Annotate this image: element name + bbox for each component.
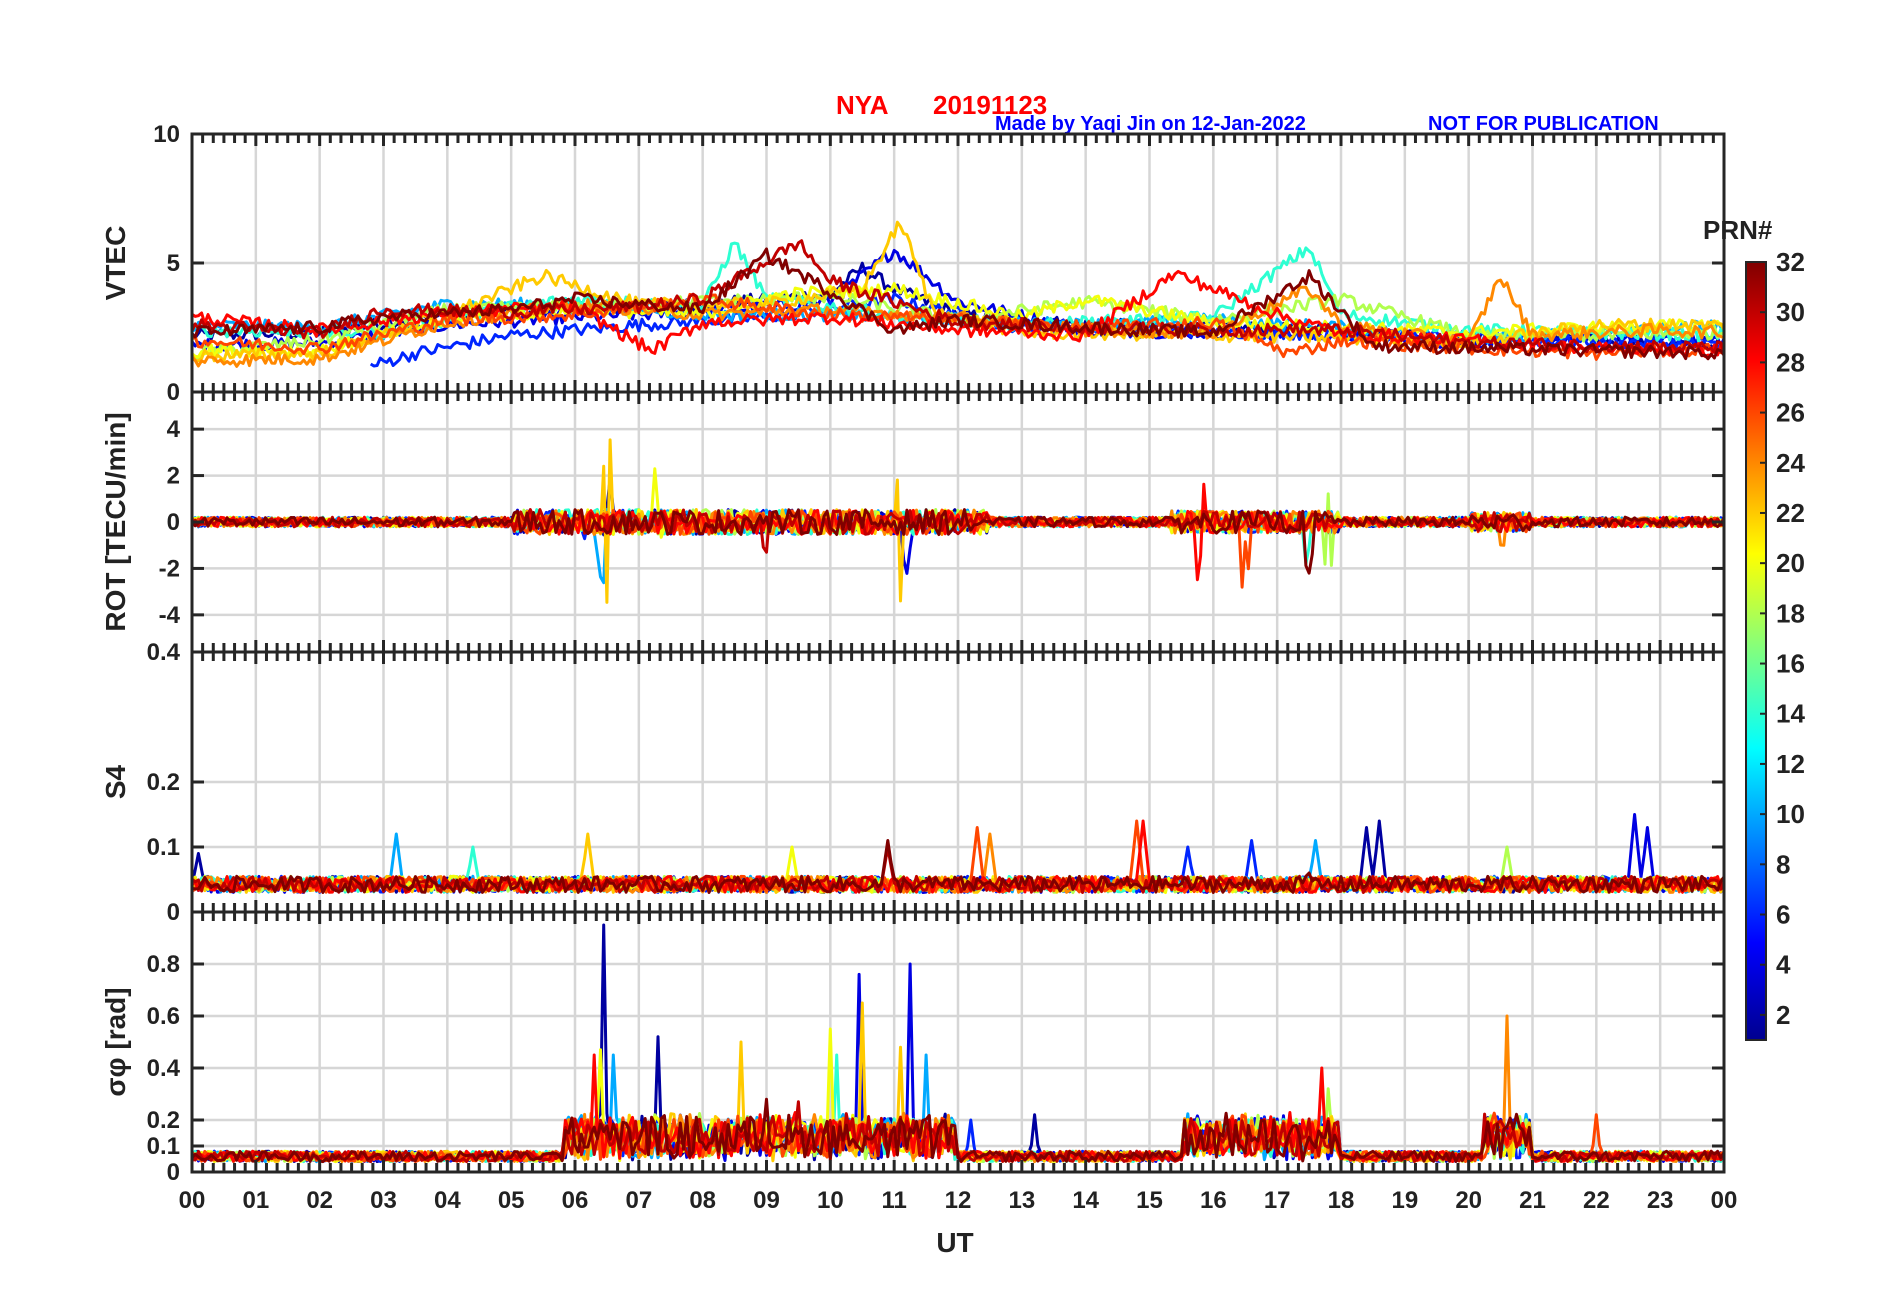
x-tick-label: 16 [1200, 1187, 1227, 1214]
x-tick-label: 09 [753, 1187, 780, 1214]
x-tick-label: 20 [1455, 1187, 1482, 1214]
x-tick-label: 21 [1519, 1187, 1546, 1214]
cb-tick-label: 18 [1776, 598, 1805, 628]
cb-tick-label: 4 [1776, 950, 1791, 980]
x-tick-label: 12 [945, 1187, 972, 1214]
x-tick-label: 17 [1264, 1187, 1291, 1214]
x-tick-label: 10 [817, 1187, 844, 1214]
x-tick-label: 19 [1391, 1187, 1418, 1214]
x-tick-label: 03 [370, 1187, 397, 1214]
credit-text: Made by Yaqi Jin on 12-Jan-2022 [995, 113, 1306, 135]
y-tick-label: 0 [167, 899, 180, 926]
series-group [192, 438, 1724, 604]
series-group [192, 220, 1724, 368]
panel-rot: -4 -2 0 2 4 ROT [TECU/min] [100, 390, 1726, 654]
y-tick-label: 0 [167, 1159, 180, 1186]
cb-tick-label: 32 [1776, 247, 1805, 277]
y-tick-label: 0.1 [147, 834, 180, 861]
y-tick-label: 2 [167, 463, 180, 490]
y-tick-label: -4 [159, 602, 181, 629]
x-tick-label: 15 [1136, 1187, 1163, 1214]
cb-tick-label: 26 [1776, 398, 1805, 428]
series-prn-32 [192, 1097, 1724, 1164]
y-tick-label: 0.2 [147, 769, 180, 796]
cb-tick-label: 20 [1776, 548, 1805, 578]
x-axis-label: UT [936, 1227, 973, 1258]
x-tick-labels: 00 01 02 03 04 05 06 07 08 09 10 11 12 13 14 15 16 17 18 19… [179, 1187, 1738, 1214]
x-tick-label: 00 [1711, 1187, 1738, 1214]
y-tick-label: 0.2 [147, 1107, 180, 1134]
series-prn-32 [192, 508, 1724, 575]
cb-tick-label: 30 [1776, 297, 1805, 327]
cb-tick-label: 8 [1776, 849, 1790, 879]
y-tick-label: 5 [167, 250, 180, 277]
x-tick-label: 08 [689, 1187, 716, 1214]
cb-tick-label: 28 [1776, 347, 1805, 377]
colorbar-title: PRN# [1703, 215, 1773, 245]
y-tick-label: 0.4 [147, 1055, 181, 1082]
series-group [192, 813, 1724, 894]
y-tick-label: 0 [167, 379, 180, 406]
notice-text: NOT FOR PUBLICATION [1428, 113, 1659, 135]
x-tick-label: 14 [1072, 1187, 1099, 1214]
x-tick-label: 11 [881, 1187, 906, 1214]
panel-s4: 0 0.1 0.2 0.4 S4 [100, 639, 1726, 926]
cb-tick-label: 6 [1776, 900, 1790, 930]
y-tick-label: 0.6 [147, 1003, 180, 1030]
y-tick-label: 0.1 [147, 1133, 180, 1160]
series-group [192, 923, 1724, 1164]
x-tick-label: 01 [242, 1187, 269, 1214]
y-tick-label: 0.8 [147, 951, 180, 978]
y-tick-label: 0 [167, 509, 180, 536]
x-tick-label: 22 [1583, 1187, 1610, 1214]
panel-vtec: 0 5 10 VTEC [100, 121, 1726, 406]
station-title: NYA [836, 90, 889, 120]
cb-tick-label: 14 [1776, 699, 1805, 729]
series-prn-32 [192, 247, 1724, 361]
x-tick-label: 04 [434, 1187, 461, 1214]
y-axis-label-vtec: VTEC [100, 226, 131, 301]
x-tick-label: 05 [498, 1187, 525, 1214]
y-tick-label: 4 [167, 416, 181, 443]
y-axis-label-sigma: σφ [rad] [100, 987, 131, 1096]
y-tick-label: 0.4 [147, 639, 181, 666]
y-axis-label-s4: S4 [100, 764, 131, 799]
x-tick-label: 02 [306, 1187, 333, 1214]
x-tick-label: 18 [1328, 1187, 1355, 1214]
date-title: 20191123 [933, 90, 1047, 120]
cb-tick-label: 2 [1776, 1000, 1790, 1030]
y-tick-label: -2 [159, 555, 180, 582]
panel-sigma: 00.10.2 0.4 0.6 0.8 σφ [rad] [100, 910, 1726, 1186]
x-tick-label: 13 [1008, 1187, 1035, 1214]
cb-tick-label: 24 [1776, 448, 1805, 478]
y-axis-label-rot: ROT [TECU/min] [100, 412, 131, 631]
cb-tick-label: 22 [1776, 498, 1805, 528]
x-tick-label: 06 [562, 1187, 589, 1214]
x-tick-label: 00 [179, 1187, 206, 1214]
cb-tick-label: 12 [1776, 749, 1805, 779]
cb-tick-label: 16 [1776, 649, 1805, 679]
series-prn-32 [192, 839, 1724, 894]
x-tick-label: 07 [625, 1187, 652, 1214]
cb-tick-label: 10 [1776, 799, 1805, 829]
colorbar-bar [1745, 261, 1767, 1041]
x-tick-label: 23 [1647, 1187, 1674, 1214]
y-tick-label: 10 [153, 121, 180, 148]
